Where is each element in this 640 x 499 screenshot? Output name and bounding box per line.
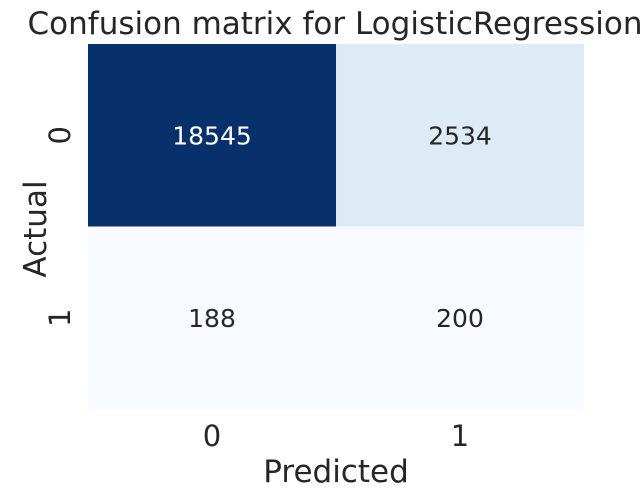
y-tick-label-0: 0: [43, 126, 77, 144]
heatmap-cell-r0-c0: [88, 44, 336, 227]
x-tick-label-0: 0: [203, 419, 221, 453]
heatmap-cell-labels: 18545 2534 188 200: [172, 121, 492, 333]
cell-value-label-r1-c1: 200: [436, 304, 484, 333]
cell-value-label-r0-c0: 18545: [172, 121, 252, 150]
y-axis-label: Actual: [18, 180, 54, 277]
heatmap-cell-r1-c0: [88, 226, 336, 409]
cell-value-label-r1-c0: 188: [188, 304, 236, 333]
x-tick-label-1: 1: [451, 419, 469, 453]
x-axis-label: Predicted: [263, 454, 409, 490]
heatmap-cell-r1-c1: [336, 226, 584, 409]
y-tick-label-1: 1: [43, 309, 77, 327]
heatmap-cells: [88, 44, 584, 409]
cell-value-label-r0-c1: 2534: [428, 121, 492, 150]
y-axis-ticks: 01: [43, 126, 77, 327]
chart-title: Confusion matrix for LogisticRegression: [28, 6, 640, 42]
heatmap-cell-r0-c1: [336, 44, 584, 227]
